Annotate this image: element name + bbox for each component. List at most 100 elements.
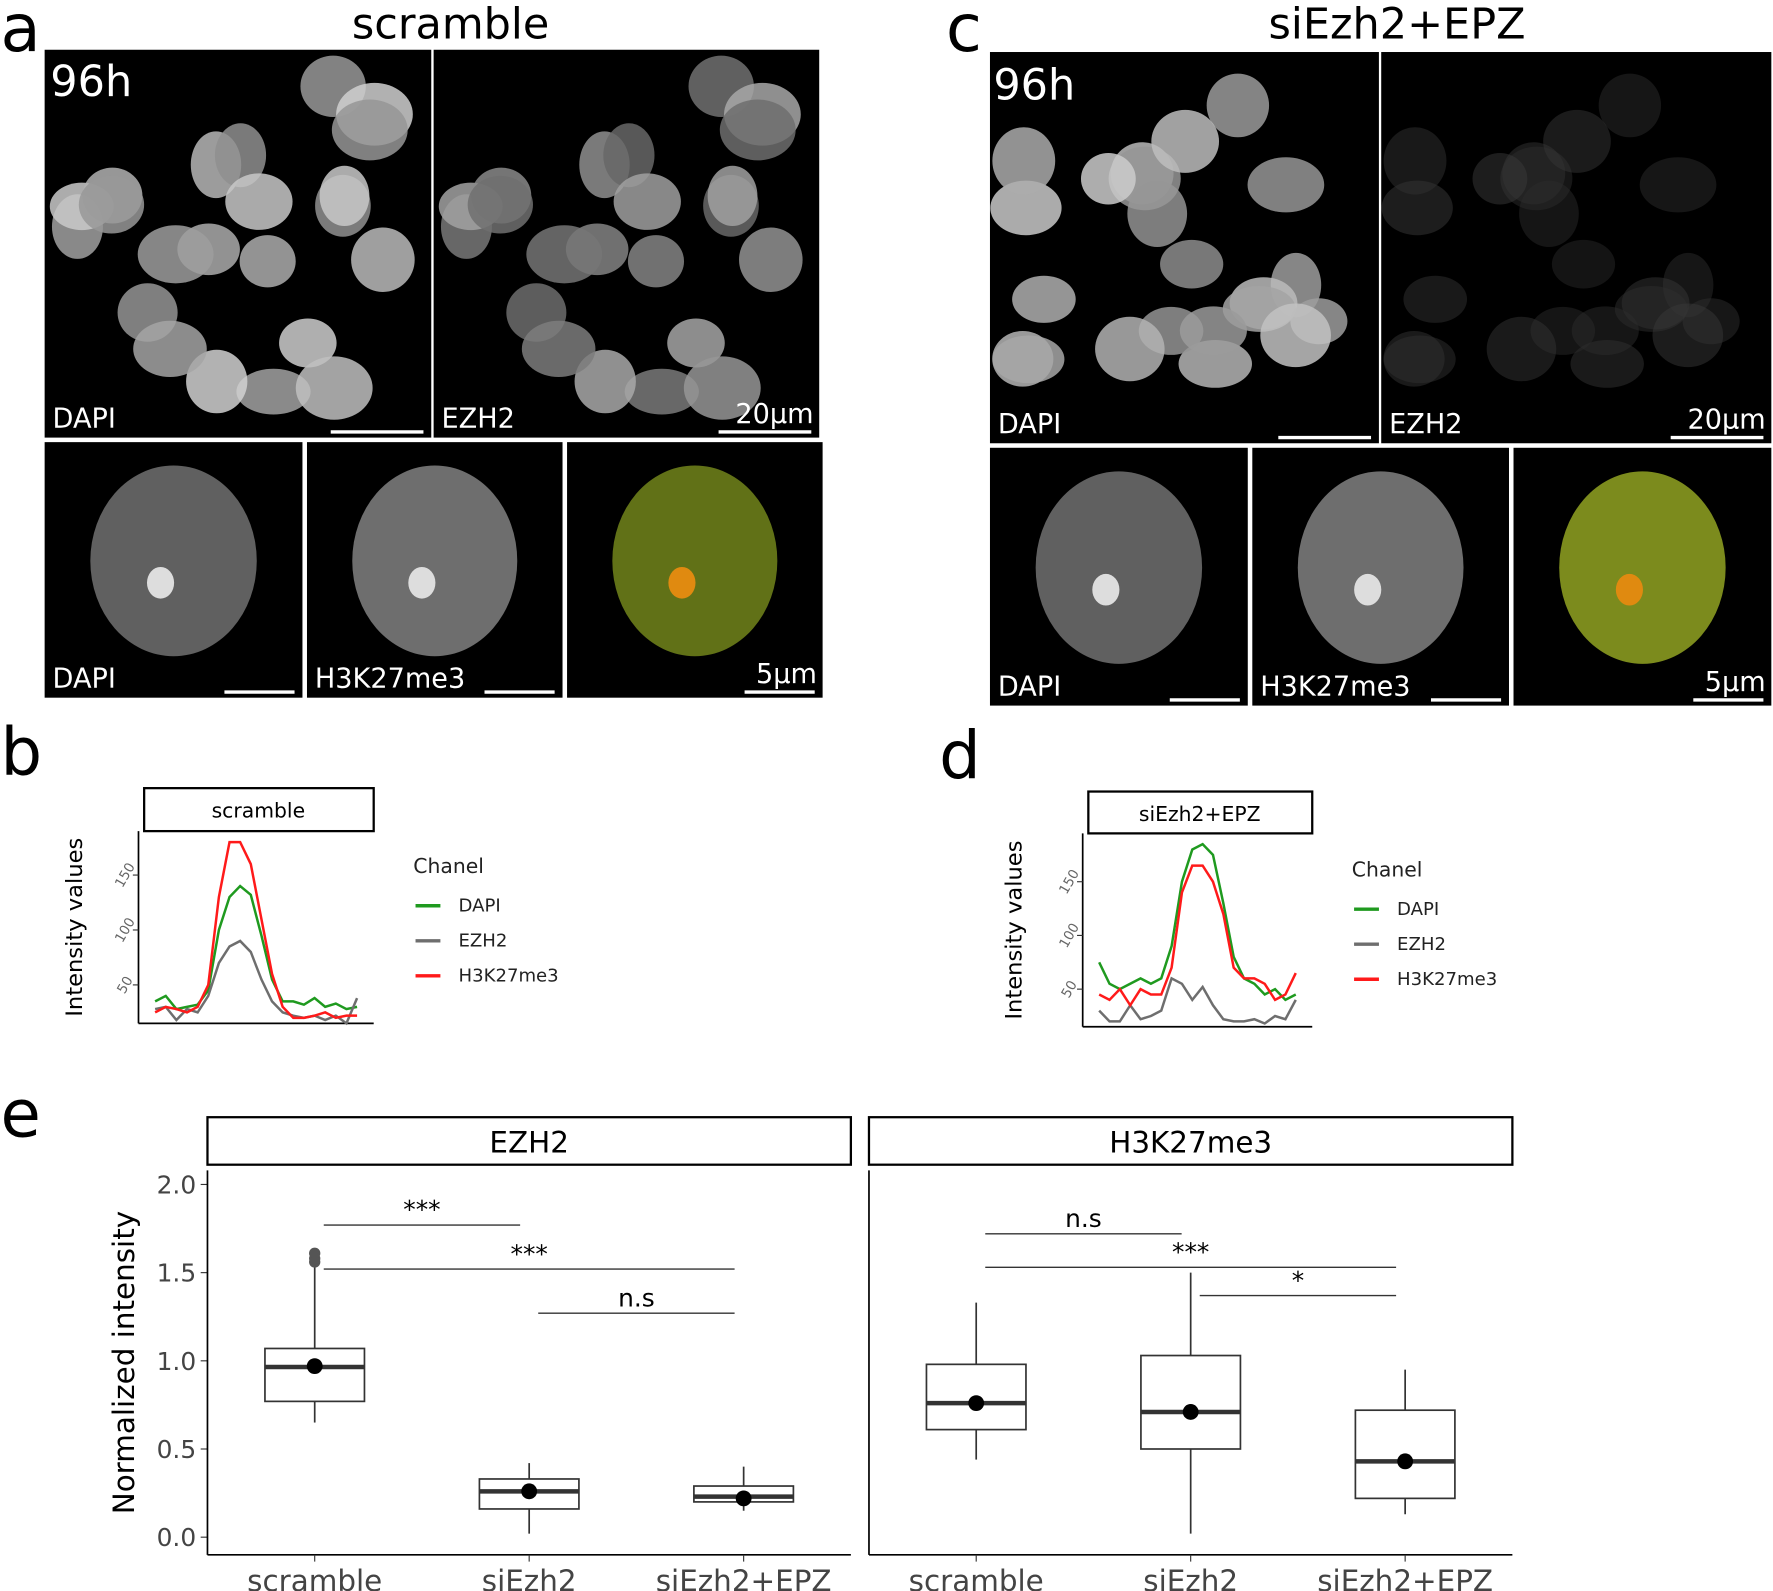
nucleus [627,235,685,288]
nucleus [707,165,758,227]
line-series [1098,976,1297,1025]
y-tick-label: 1.5 [157,1259,197,1288]
nucleus [1403,275,1468,323]
y-tick-label: 1.0 [157,1347,197,1376]
nucleus [239,235,296,288]
nucleus [1095,316,1165,382]
nucleus [719,99,796,161]
scale-label: 20µm [1687,405,1765,436]
nucleus [667,318,725,368]
x-tick-label: siEzh2 [482,1564,577,1591]
nucleus [1559,471,1726,664]
nucleus [1012,275,1076,323]
y-axis-title: Intensity values [1002,840,1028,1019]
line-series [1098,864,1297,1008]
box [1140,1354,1242,1450]
nucleus [1297,471,1464,664]
mean-point [306,1358,323,1375]
y-tick-label: 50 [1058,978,1080,1001]
channel-label: H3K27me3 [1260,671,1410,702]
y-axis-title: Intensity values [62,838,88,1017]
nucleus [992,335,1065,384]
scale-label: 5µm [756,659,817,690]
nucleus [1206,73,1270,138]
nucleus-spot [146,566,175,599]
nucleus [186,349,248,414]
strip [206,1116,853,1166]
nucleus [521,320,596,377]
strip [143,787,375,833]
line-series [1098,842,1297,1002]
nucleus-spot [1092,573,1120,606]
nucleus [351,227,415,292]
time-label: 96h [993,61,1075,111]
nucleus [1652,303,1724,368]
significance-label: *** [511,1239,548,1268]
significance-label: *** [1172,1238,1209,1267]
panel-letter: e [1,1076,41,1152]
nucleus [214,123,267,188]
y-tick-label: 2.0 [157,1171,197,1200]
nucleus [1543,109,1611,173]
nucleus [1571,306,1639,356]
nucleus [1260,303,1331,368]
image-title: scramble [352,0,549,49]
significance-label: n.s [618,1283,655,1312]
nucleus [613,173,681,230]
legend-title: Chanel [413,854,484,878]
nucleus [1035,471,1203,664]
line-series [154,939,359,1026]
time-label: 96h [50,57,132,107]
panel-letter: b [1,715,43,791]
x-tick-label: scramble [909,1564,1044,1591]
nucleus-spot [1615,573,1643,606]
legend-label: H3K27me3 [459,966,559,987]
nucleus [1598,73,1662,138]
mean-point [521,1483,538,1500]
strip [867,1116,1514,1166]
nucleus [1381,180,1453,236]
panel-letter: c [946,0,982,67]
channel-label: EZH2 [1389,409,1462,440]
nucleus [1160,239,1224,289]
nucleus [1551,239,1616,289]
channel-label: DAPI [53,664,116,695]
nucleus [1247,157,1325,213]
channel-label: H3K27me3 [315,664,465,695]
y-tick-label: 50 [114,974,136,997]
significance-label: *** [403,1195,440,1224]
nucleus-spot [1354,573,1382,606]
nucleus [295,356,373,420]
nucleus [574,349,636,414]
nucleus [1639,157,1717,213]
x-tick-label: scramble [247,1564,382,1591]
strip-title: H3K27me3 [1109,1125,1272,1159]
nucleus [133,320,207,377]
nucleus [683,356,761,420]
scale-label: 5µm [1705,667,1766,698]
nucleus [225,173,293,230]
y-axis-title: Normalized intensity [107,1211,141,1514]
nucleus [78,175,145,234]
box [264,1347,366,1403]
nucleus [739,227,803,292]
nucleus [624,368,699,415]
channel-label: EZH2 [442,403,515,434]
legend-label: H3K27me3 [1397,969,1497,990]
x-tick-label: siEzh2+EPZ [1317,1564,1493,1591]
y-tick-label: 0.0 [157,1523,197,1552]
legend-label: DAPI [459,895,501,916]
nucleus [467,175,533,234]
nucleus [1151,109,1220,173]
significance-label: n.s [1065,1204,1102,1233]
nucleus [1486,316,1557,382]
nucleus [1080,153,1136,205]
x-tick-label: siEzh2+EPZ [656,1564,832,1591]
legend-label: EZH2 [459,930,508,951]
nucleus [1383,335,1456,384]
nucleus [137,225,214,284]
nucleus [1472,153,1528,205]
y-tick-label: 0.5 [157,1435,197,1464]
strip-title: siEzh2+EPZ [1139,802,1261,826]
